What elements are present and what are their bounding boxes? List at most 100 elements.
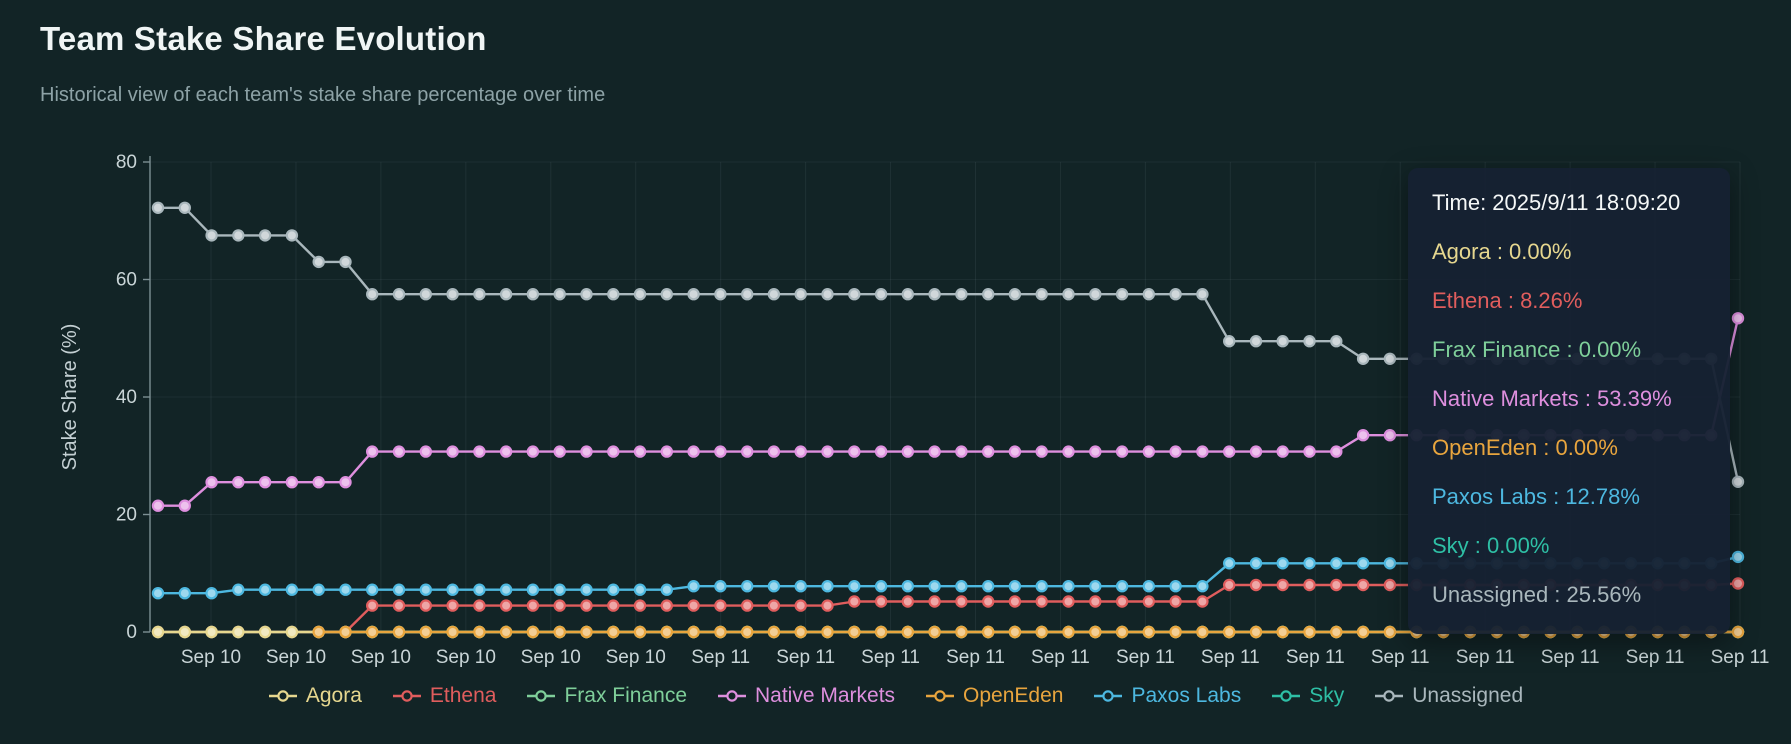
- data-point[interactable]: [499, 625, 513, 639]
- data-point[interactable]: [366, 445, 379, 458]
- data-point[interactable]: [312, 583, 325, 596]
- data-point[interactable]: [1035, 595, 1048, 608]
- data-point[interactable]: [473, 445, 486, 458]
- data-point[interactable]: [1731, 625, 1745, 639]
- data-point[interactable]: [1062, 580, 1075, 593]
- data-point[interactable]: [767, 288, 781, 301]
- data-point[interactable]: [580, 583, 593, 596]
- data-point[interactable]: [1169, 625, 1182, 639]
- data-point[interactable]: [660, 599, 674, 612]
- data-point[interactable]: [1383, 429, 1397, 442]
- data-point[interactable]: [1008, 625, 1022, 639]
- data-point[interactable]: [580, 445, 593, 458]
- data-point[interactable]: [1089, 595, 1102, 608]
- data-point[interactable]: [874, 580, 888, 593]
- data-point[interactable]: [526, 625, 540, 639]
- data-point[interactable]: [633, 288, 647, 301]
- data-point[interactable]: [633, 625, 647, 639]
- legend-item-sky[interactable]: Sky: [1271, 684, 1344, 708]
- data-point[interactable]: [1276, 625, 1289, 639]
- data-point[interactable]: [687, 599, 700, 612]
- data-point[interactable]: [232, 625, 245, 639]
- data-point[interactable]: [1249, 445, 1263, 458]
- data-point[interactable]: [1731, 312, 1745, 325]
- data-point[interactable]: [1731, 577, 1745, 590]
- data-point[interactable]: [1330, 578, 1343, 592]
- data-point[interactable]: [1249, 578, 1263, 592]
- data-point[interactable]: [794, 625, 807, 639]
- data-point[interactable]: [366, 599, 379, 612]
- data-point[interactable]: [178, 625, 191, 639]
- data-point[interactable]: [526, 583, 540, 596]
- data-point[interactable]: [446, 625, 459, 639]
- data-point[interactable]: [553, 445, 566, 458]
- data-point[interactable]: [821, 625, 834, 639]
- data-point[interactable]: [848, 288, 861, 301]
- data-point[interactable]: [366, 583, 379, 596]
- data-point[interactable]: [928, 445, 941, 458]
- data-point[interactable]: [1303, 625, 1316, 639]
- data-point[interactable]: [874, 595, 888, 608]
- data-point[interactable]: [1356, 429, 1370, 442]
- data-point[interactable]: [232, 583, 245, 596]
- data-point[interactable]: [848, 445, 861, 458]
- data-point[interactable]: [741, 445, 754, 458]
- data-point[interactable]: [633, 599, 647, 612]
- data-point[interactable]: [1249, 335, 1263, 348]
- data-point[interactable]: [580, 288, 593, 301]
- data-point[interactable]: [205, 476, 218, 489]
- data-point[interactable]: [821, 445, 834, 458]
- data-point[interactable]: [1196, 595, 1209, 608]
- legend-item-ethena[interactable]: Ethena: [392, 684, 496, 708]
- data-point[interactable]: [928, 288, 941, 301]
- data-point[interactable]: [1008, 288, 1022, 301]
- data-point[interactable]: [955, 288, 968, 301]
- data-point[interactable]: [553, 599, 566, 612]
- data-point[interactable]: [767, 599, 781, 612]
- data-point[interactable]: [1276, 578, 1289, 592]
- data-point[interactable]: [1303, 445, 1316, 458]
- data-point[interactable]: [580, 625, 593, 639]
- data-point[interactable]: [419, 583, 432, 596]
- data-point[interactable]: [660, 583, 674, 596]
- data-point[interactable]: [285, 583, 299, 596]
- data-point[interactable]: [687, 288, 700, 301]
- data-point[interactable]: [1249, 557, 1263, 570]
- data-point[interactable]: [151, 499, 165, 512]
- data-point[interactable]: [1303, 578, 1316, 592]
- data-point[interactable]: [741, 599, 754, 612]
- data-point[interactable]: [1330, 445, 1343, 458]
- data-point[interactable]: [1142, 595, 1156, 608]
- data-point[interactable]: [1731, 475, 1745, 488]
- data-point[interactable]: [526, 599, 540, 612]
- data-point[interactable]: [1249, 625, 1263, 639]
- data-point[interactable]: [1731, 550, 1745, 564]
- data-point[interactable]: [1196, 445, 1209, 458]
- data-point[interactable]: [1383, 578, 1397, 592]
- data-point[interactable]: [419, 288, 432, 301]
- data-point[interactable]: [285, 229, 299, 242]
- data-point[interactable]: [1276, 335, 1289, 348]
- data-point[interactable]: [232, 476, 245, 489]
- data-point[interactable]: [794, 580, 807, 593]
- data-point[interactable]: [1062, 445, 1075, 458]
- data-point[interactable]: [714, 599, 727, 612]
- data-point[interactable]: [499, 599, 513, 612]
- data-point[interactable]: [1356, 578, 1370, 592]
- data-point[interactable]: [928, 595, 941, 608]
- data-point[interactable]: [1089, 445, 1102, 458]
- data-point[interactable]: [607, 625, 620, 639]
- legend-item-paxos-labs[interactable]: Paxos Labs: [1093, 684, 1241, 708]
- data-point[interactable]: [660, 288, 674, 301]
- data-point[interactable]: [258, 229, 272, 242]
- data-point[interactable]: [1089, 625, 1102, 639]
- data-point[interactable]: [901, 580, 915, 593]
- data-point[interactable]: [1356, 625, 1370, 639]
- data-point[interactable]: [1356, 557, 1370, 570]
- data-point[interactable]: [1196, 580, 1209, 593]
- data-point[interactable]: [1276, 557, 1289, 570]
- data-point[interactable]: [982, 595, 995, 608]
- data-point[interactable]: [794, 445, 807, 458]
- data-point[interactable]: [767, 580, 781, 593]
- data-point[interactable]: [901, 288, 915, 301]
